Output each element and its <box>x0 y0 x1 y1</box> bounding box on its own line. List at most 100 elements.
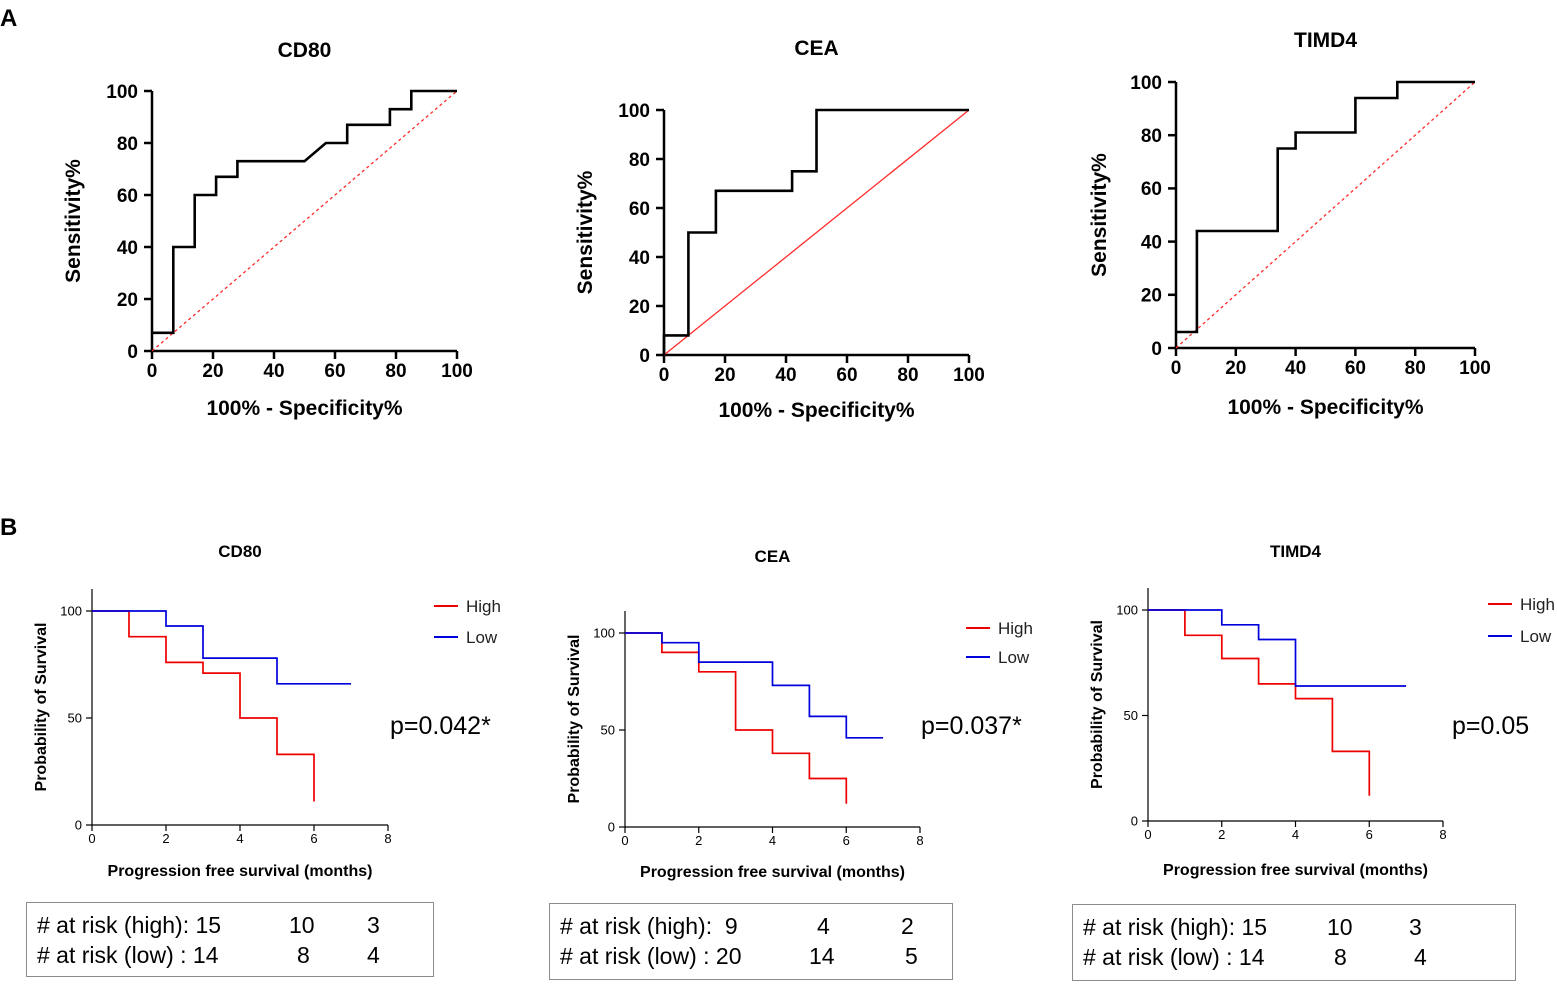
x-tick-label: 0 <box>1144 827 1151 842</box>
series-roc <box>152 89 457 335</box>
y-tick-label: 20 <box>629 297 650 318</box>
y-tick-label: 100 <box>60 604 82 619</box>
y-tick-label: 60 <box>117 186 138 207</box>
series-low <box>1148 609 1407 687</box>
risk-value: 3 <box>1409 914 1422 940</box>
y-tick-label: 80 <box>1141 126 1162 147</box>
x-axis-label: 100% - Specificity% <box>1227 396 1423 419</box>
y-tick-label: 80 <box>117 134 138 155</box>
p-value: p=0.037* <box>921 712 1022 740</box>
x-axis-label: Progression free survival (months) <box>640 864 905 881</box>
x-tick-label: 80 <box>897 365 918 386</box>
y-tick-label: 40 <box>629 248 650 269</box>
risk-row: # at risk (high): 9 4 2 <box>550 911 952 941</box>
y-axis-label: Sensitivity% <box>574 170 597 294</box>
legend-label-low: Low <box>998 648 1030 667</box>
x-tick-label: 40 <box>775 365 796 386</box>
reference-diagonal <box>151 90 458 352</box>
y-axis-label: Probability of Survival <box>566 635 583 804</box>
x-tick-label: 80 <box>385 361 406 382</box>
y-tick-label: 100 <box>106 82 138 103</box>
x-tick-label: 6 <box>310 831 317 846</box>
y-tick-label: 50 <box>68 711 82 726</box>
risk-value: 3 <box>367 912 380 938</box>
risk-value: 8 <box>297 942 310 968</box>
x-tick-label: 2 <box>162 831 169 846</box>
x-tick-label: 4 <box>769 833 776 848</box>
y-tick-label: 0 <box>639 346 650 367</box>
y-axis-label: Probability of Survival <box>1089 620 1106 789</box>
chart-title: TIMD4 <box>1270 542 1322 561</box>
legend-label-low: Low <box>1520 627 1552 646</box>
y-tick-label: 0 <box>1151 339 1162 360</box>
risk-value: 4 <box>817 913 830 939</box>
y-tick-label: 40 <box>1141 232 1162 253</box>
y-tick-label: 100 <box>1130 73 1162 94</box>
x-tick-label: 6 <box>1366 827 1373 842</box>
x-tick-label: 4 <box>236 831 243 846</box>
y-tick-label: 50 <box>601 723 615 738</box>
x-tick-label: 100 <box>441 361 473 382</box>
risk-value: 4 <box>367 942 380 968</box>
y-tick-label: 0 <box>127 342 138 363</box>
y-axis-label: Sensitivity% <box>62 159 85 283</box>
x-tick-label: 20 <box>1225 358 1246 379</box>
series-high <box>625 632 848 804</box>
chart-title: CD80 <box>278 39 332 62</box>
panel-label-a: A <box>0 5 17 32</box>
risk-value: 10 <box>289 912 315 938</box>
risk-row-label: # at risk (low) : 20 <box>560 943 742 969</box>
risk-row-label: # at risk (low) : 14 <box>37 942 219 968</box>
risk-row: # at risk (low) : 14 8 4 <box>1073 942 1515 972</box>
x-axis-label: Progression free survival (months) <box>108 863 373 880</box>
y-tick-label: 60 <box>629 199 650 220</box>
risk-row-label: # at risk (low) : 14 <box>1083 944 1265 970</box>
x-tick-label: 0 <box>1171 358 1182 379</box>
series-high <box>92 610 315 802</box>
x-tick-label: 40 <box>263 361 284 382</box>
x-tick-label: 8 <box>1439 827 1446 842</box>
x-tick-label: 8 <box>916 833 923 848</box>
y-axis-label: Sensitivity% <box>1088 153 1111 277</box>
chart-a-cea: CEA 0 20 40 60 80 100 0 20 40 60 80 100 100% - Specif… <box>574 37 985 422</box>
risk-row-label: # at risk (high): 9 <box>560 913 738 939</box>
risk-table-timd4: # at risk (high): 15 10 3 # at risk (low) :… <box>1072 904 1516 981</box>
y-tick-label: 0 <box>75 818 82 833</box>
x-tick-label: 6 <box>843 833 850 848</box>
y-tick-label: 0 <box>1131 814 1138 829</box>
x-tick-label: 20 <box>714 365 735 386</box>
risk-value: 2 <box>901 913 914 939</box>
y-tick-label: 60 <box>1141 179 1162 200</box>
reference-diagonal <box>663 109 970 356</box>
reference-diagonal <box>1175 81 1476 349</box>
x-tick-label: 20 <box>202 361 223 382</box>
y-axis-label: Probability of Survival <box>33 623 50 792</box>
series-low <box>92 610 351 685</box>
risk-row: # at risk (low) : 14 8 4 <box>27 940 433 970</box>
risk-row-label: # at risk (high): 15 <box>1083 914 1268 940</box>
x-axis-label: Progression free survival (months) <box>1163 862 1428 879</box>
chart-title: CD80 <box>218 542 261 561</box>
chart-a-cd80: CD80 0 20 40 60 80 100 0 20 40 60 80 100 100% - Speci… <box>62 39 473 420</box>
x-tick-label: 4 <box>1292 827 1299 842</box>
x-tick-label: 100 <box>953 365 985 386</box>
y-tick-label: 50 <box>1124 708 1138 723</box>
risk-row-label: # at risk (high): 15 <box>37 912 222 938</box>
series-high <box>1148 609 1371 796</box>
series-low <box>625 632 884 739</box>
chart-title: TIMD4 <box>1294 29 1357 52</box>
chart-title: CEA <box>755 547 791 566</box>
legend-label-high: High <box>466 597 501 616</box>
risk-table-cd80: # at risk (high): 15 10 3 # at risk (low) :… <box>26 902 434 977</box>
risk-value: 8 <box>1334 944 1347 970</box>
y-tick-label: 40 <box>117 238 138 259</box>
y-tick-label: 20 <box>1141 286 1162 307</box>
legend-label-low: Low <box>466 628 498 647</box>
x-tick-label: 8 <box>384 831 391 846</box>
x-tick-label: 2 <box>1218 827 1225 842</box>
risk-value: 10 <box>1327 914 1353 940</box>
y-tick-label: 20 <box>117 290 138 311</box>
legend-label-high: High <box>998 619 1033 638</box>
